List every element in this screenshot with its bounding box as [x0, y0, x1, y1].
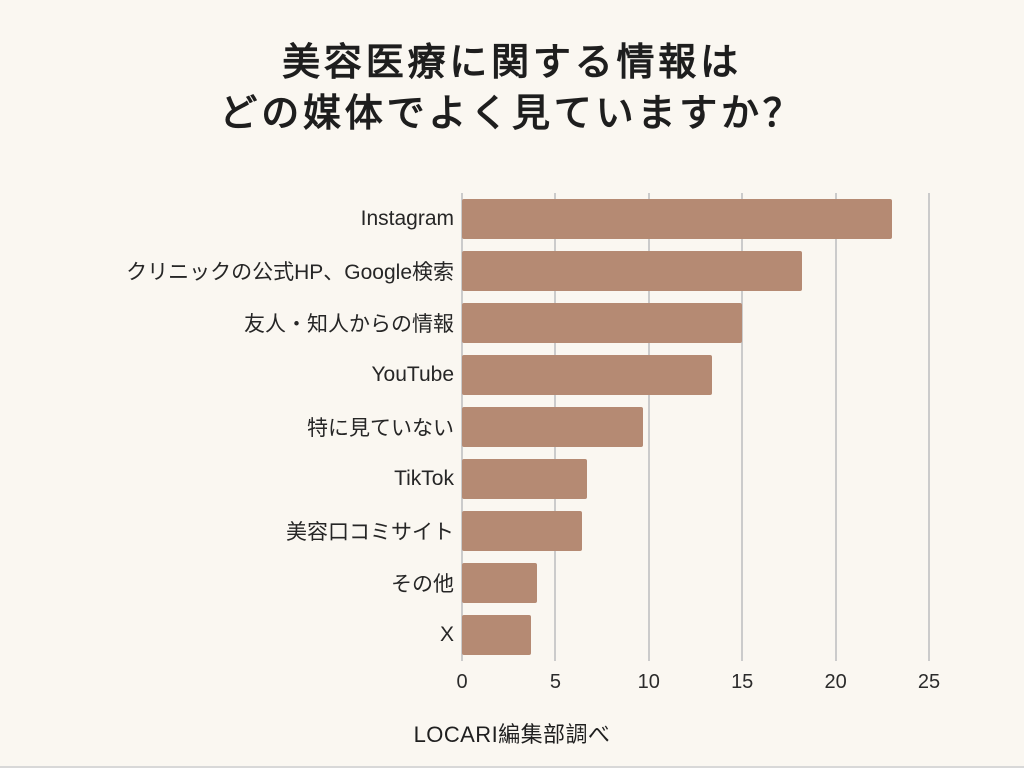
page-title-line1: 美容医療に関する情報は: [282, 42, 742, 84]
bar: [462, 198, 892, 239]
bar: [462, 354, 713, 395]
bottom-divider: [0, 766, 1024, 768]
gridline: [928, 192, 930, 661]
gridline: [741, 192, 744, 661]
bar-cell: [462, 354, 929, 395]
bar: [462, 406, 644, 447]
x-tick-label: 10: [637, 670, 660, 693]
page-title-line2: どの媒体でよく見ていますか？: [219, 93, 805, 136]
bar: [462, 458, 588, 499]
bar-label: X: [439, 622, 454, 646]
bar-cell: [462, 302, 929, 343]
bar-label: Instagram: [360, 206, 454, 230]
bar-cell: [462, 510, 929, 551]
gridline: [647, 192, 650, 661]
bar-cell: [462, 250, 929, 291]
bar-label: 特に見ていない: [307, 416, 454, 440]
chart-rows: Instagram クリニックの公式HP、Google検索友人・知人からの情報 Yo…: [58, 193, 929, 661]
bar-label: クリニックの公式HP、Google検索: [126, 260, 454, 284]
x-tick-label: 20: [824, 670, 847, 693]
bar-label: その他: [391, 572, 454, 596]
bar-cell: [462, 198, 929, 239]
bar-label: 友人・知人からの情報: [244, 312, 454, 336]
bar: [462, 562, 537, 603]
bar-chart: Instagram クリニックの公式HP、Google検索友人・知人からの情報 Yo…: [58, 192, 940, 701]
bar-cell: [462, 406, 929, 447]
gridline: [834, 192, 837, 661]
x-tick-label: 5: [549, 670, 561, 693]
bar-label: TikTok: [394, 466, 454, 490]
source-note: LOCARI編集部調べ: [413, 721, 611, 747]
bar-label: YouTube: [371, 362, 454, 386]
bar: [462, 302, 743, 343]
bar-cell: [462, 614, 929, 655]
bar: [462, 614, 532, 655]
page-title: 美容医療に関する情報は どの媒体でよく見ていますか？: [0, 0, 1024, 141]
x-axis: 0 5 10 15 20 25: [456, 665, 940, 701]
x-tick-label: 0: [456, 670, 468, 693]
bar-cell: [462, 458, 929, 499]
bar-cell: [462, 562, 929, 603]
bar: [462, 510, 582, 551]
bar-label: 美容口コミサイト: [286, 520, 454, 544]
x-tick-label: 15: [731, 670, 754, 693]
bar: [462, 250, 802, 291]
x-tick-label: 25: [917, 670, 941, 693]
